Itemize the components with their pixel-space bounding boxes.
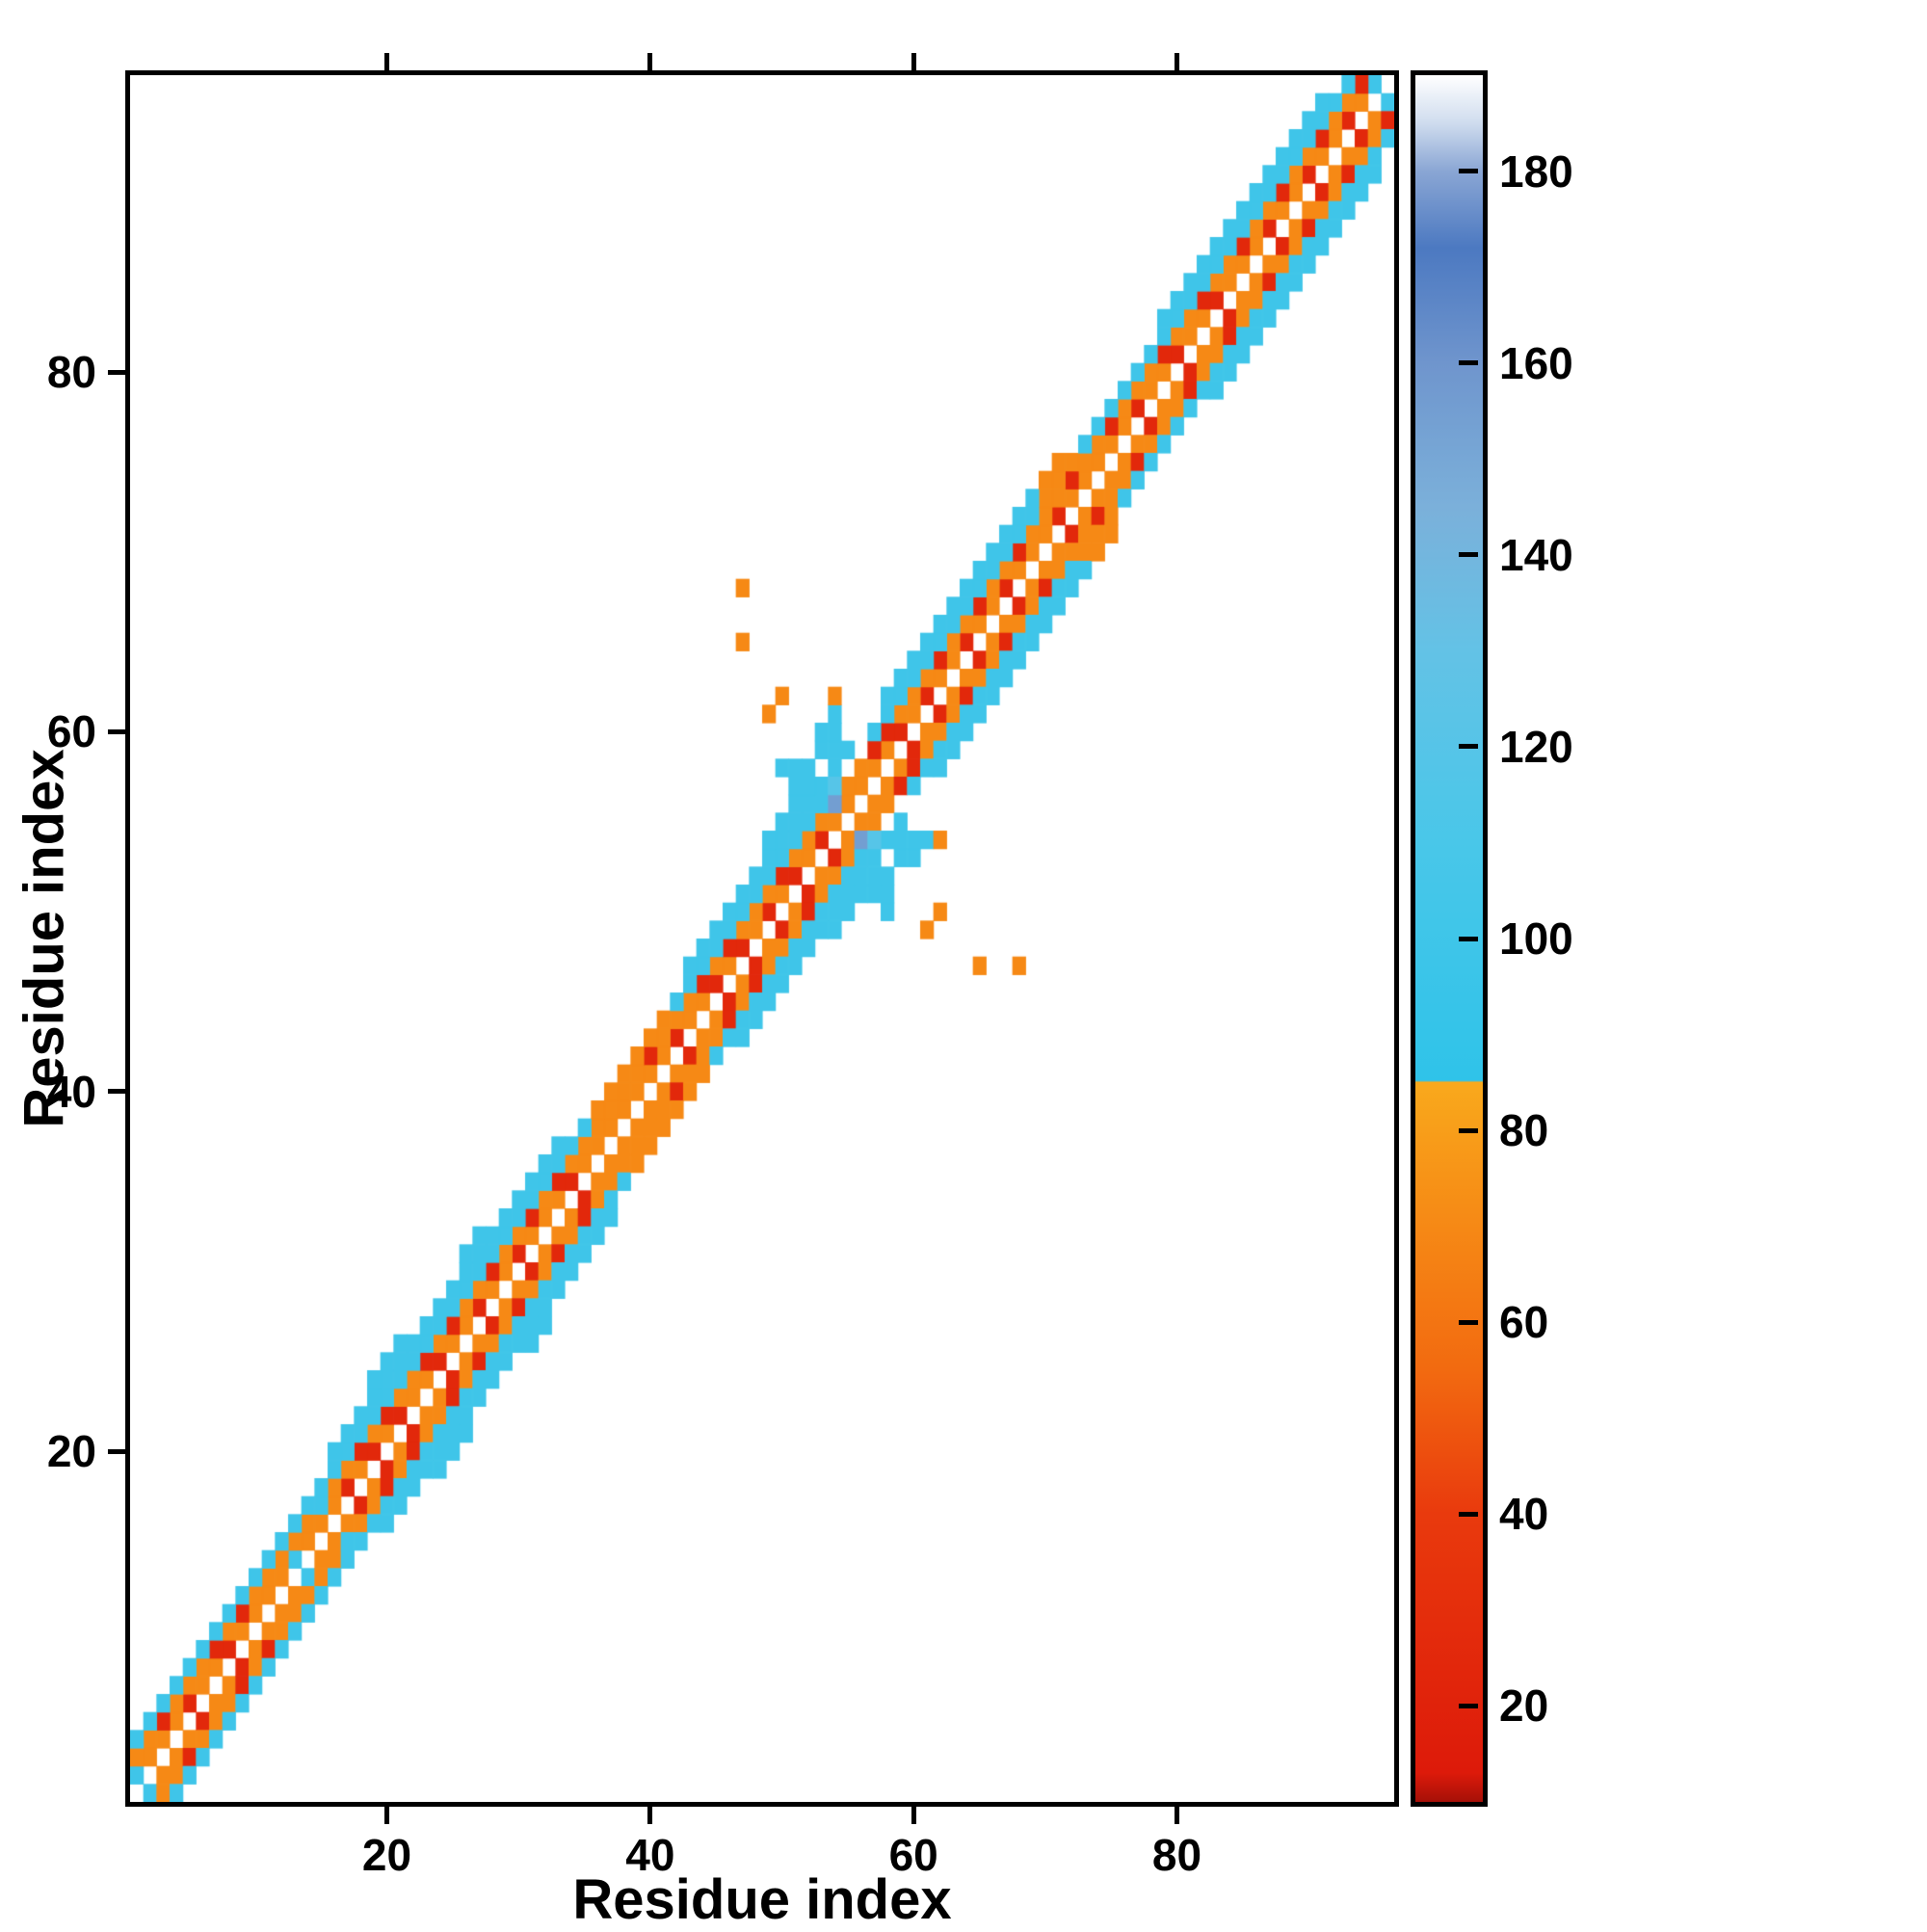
x-tick-label: 60 <box>888 1830 938 1880</box>
y-tick-mark <box>108 728 125 734</box>
x-tick-label: 40 <box>625 1830 675 1880</box>
colorbar-tick-label: 20 <box>1499 1681 1549 1732</box>
x-tick-mark-top <box>384 53 389 70</box>
y-tick-label: 40 <box>46 1066 96 1117</box>
x-tick-mark-top <box>911 53 916 70</box>
x-tick-mark <box>384 1807 389 1824</box>
heatmap-canvas <box>130 75 1394 1802</box>
x-tick-label: 20 <box>361 1830 412 1880</box>
colorbar-tick-mark <box>1459 1127 1478 1133</box>
colorbar-tick-mark <box>1459 1319 1478 1325</box>
colorbar-tick-mark <box>1459 1703 1478 1708</box>
colorbar-tick-mark <box>1459 169 1478 174</box>
y-axis-title: Residue index <box>13 749 76 1128</box>
colorbar-tick-label: 100 <box>1499 913 1573 964</box>
x-tick-mark-top <box>1175 53 1179 70</box>
colorbar-tick-label: 140 <box>1499 529 1573 580</box>
colorbar-tick-mark <box>1459 360 1478 366</box>
y-tick-label: 60 <box>46 706 96 757</box>
colorbar-tick-label: 160 <box>1499 337 1573 388</box>
y-tick-label: 80 <box>46 347 96 397</box>
x-axis-title: Residue index <box>572 1868 952 1931</box>
colorbar-tick-label: 120 <box>1499 721 1573 772</box>
y-tick-mark <box>108 1089 125 1095</box>
plot-frame <box>125 70 1399 1807</box>
x-tick-label: 80 <box>1151 1830 1202 1880</box>
colorbar-tick-mark <box>1459 936 1478 941</box>
colorbar-tick-label: 40 <box>1499 1489 1549 1540</box>
colorbar-tick-mark <box>1459 1511 1478 1517</box>
colorbar-tick-label: 60 <box>1499 1297 1549 1348</box>
x-tick-mark <box>1175 1807 1179 1824</box>
colorbar-tick-label: 80 <box>1499 1105 1549 1156</box>
colorbar-tick-mark <box>1459 744 1478 750</box>
y-tick-mark <box>108 369 125 375</box>
y-tick-mark <box>108 1448 125 1454</box>
y-tick-label: 20 <box>46 1426 96 1476</box>
x-tick-mark-top <box>647 53 653 70</box>
x-tick-mark <box>647 1807 653 1824</box>
colorbar-tick-mark <box>1459 552 1478 558</box>
x-tick-mark <box>911 1807 916 1824</box>
colorbar-tick-label: 180 <box>1499 146 1573 197</box>
